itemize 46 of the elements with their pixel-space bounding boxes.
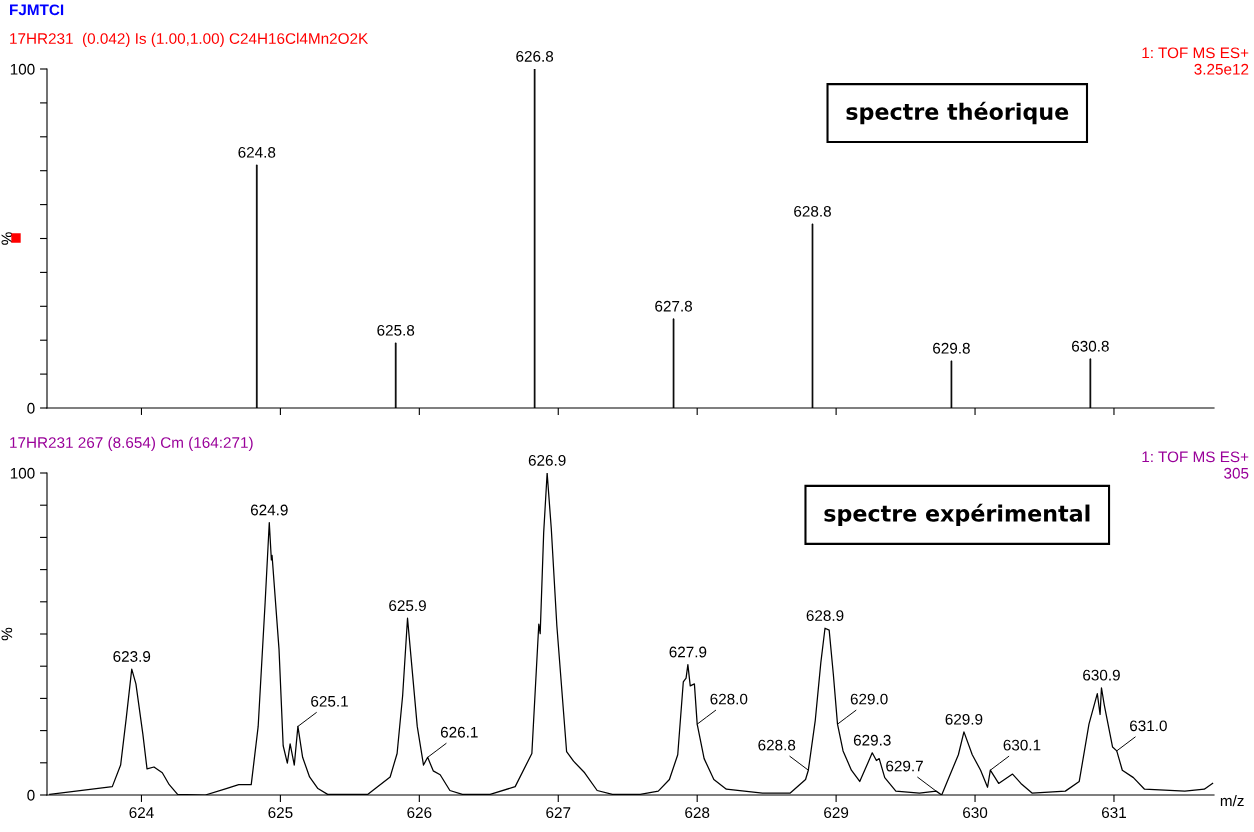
annotation: 628.8 — [758, 739, 796, 751]
annotation: 627.9 — [669, 646, 707, 658]
annotation: spectre expérimental — [824, 503, 1090, 527]
annotation: 627.8 — [655, 300, 693, 312]
y-tick-label: 100 — [10, 467, 35, 479]
annotation: 626.8 — [516, 51, 554, 62]
x-tick-label: 624 — [129, 807, 154, 819]
y-tick-label: 100 — [10, 63, 35, 75]
annotation: 628.9 — [806, 610, 844, 622]
chart-subtitle: 17HR231 (0.042) Is (1.00,1.00) C24H16Cl4Mn2O2K — [10, 32, 369, 47]
annotation: 629.9 — [945, 713, 983, 725]
y-tick-label: 0 — [27, 402, 35, 414]
annotation: 624.9 — [250, 504, 288, 516]
x-tick-label: 630 — [963, 807, 988, 819]
x-tick-label: 626 — [407, 807, 432, 819]
annotation: 631.0 — [1130, 720, 1167, 732]
annotation: 1: TOF MS ES+ 305 — [1142, 451, 1249, 479]
x-tick-label: 628 — [685, 807, 710, 819]
annotation: 628.0 — [710, 693, 748, 705]
annotation: 629.7 — [886, 760, 923, 772]
y-tick-label: 0 — [27, 789, 35, 801]
annotation: 629.8 — [933, 342, 970, 354]
annotation: 629.0 — [850, 693, 888, 705]
annotation: 626.9 — [528, 455, 566, 466]
annotation: 630.1 — [1003, 739, 1041, 751]
chart-subtitle: 17HR231 267 (8.654) Cm (164:271) — [10, 436, 253, 451]
annotation: 624.8 — [238, 146, 276, 158]
x-tick-label: 629 — [824, 807, 849, 819]
annotation: 626.1 — [440, 726, 478, 738]
x-tick-label: 631 — [1102, 807, 1126, 819]
y-axis-title: % — [1, 232, 13, 245]
annotation: 630.9 — [1083, 669, 1120, 681]
annotation: 1: TOF MS ES+ 3.25e12 — [1142, 47, 1249, 75]
annotation: 629.3 — [853, 734, 891, 746]
annotation: 625.9 — [389, 600, 426, 612]
annotation: spectre théorique — [846, 101, 1069, 125]
x-tick-label: 627 — [546, 807, 571, 819]
annotation: 628.8 — [794, 205, 831, 217]
x-axis-title: m/z — [1220, 795, 1244, 807]
annotation: 625.1 — [311, 695, 348, 707]
annotation: 630.8 — [1072, 340, 1109, 352]
x-tick-label: 625 — [268, 807, 293, 819]
chart-title: FJMTCI — [10, 4, 64, 16]
y-axis-title: % — [1, 627, 13, 641]
annotation: 623.9 — [113, 651, 151, 662]
annotation: 625.8 — [377, 324, 415, 336]
